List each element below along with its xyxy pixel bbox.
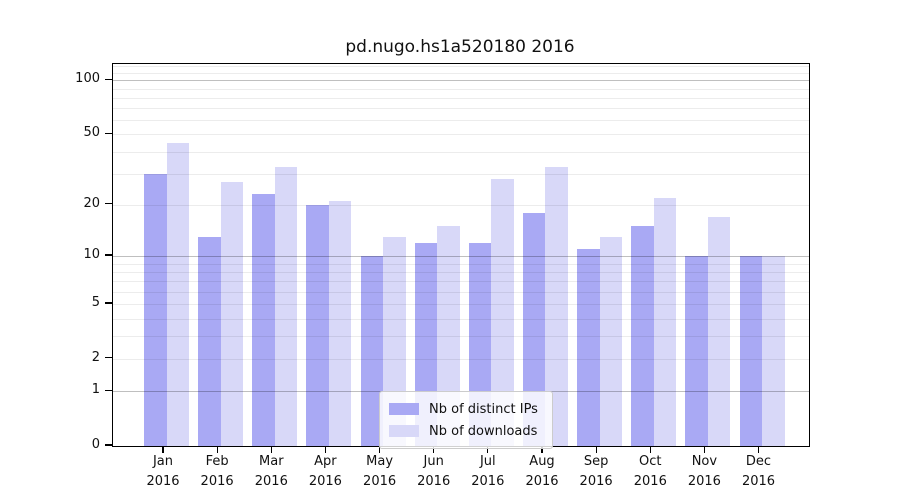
- bar-downloads-aug: [545, 166, 568, 446]
- bar-ips-mar: [252, 194, 275, 446]
- gridline-minor-110: [113, 72, 809, 74]
- gridline-minor-30: [113, 173, 809, 175]
- legend-item-distinct-ips: Nb of distinct IPs: [389, 398, 538, 420]
- y-tick-label: 50: [83, 125, 100, 141]
- legend-swatch-downloads-icon: [389, 425, 419, 437]
- bar-downloads-jan: [166, 142, 189, 446]
- bar-downloads-apr: [328, 201, 352, 446]
- bar-ips-aug: [522, 212, 546, 446]
- bar-downloads-mar: [274, 166, 298, 446]
- y-tick-label: 100: [75, 71, 100, 87]
- y-tick-mark: [105, 132, 112, 134]
- y-tick-mark: [105, 357, 112, 359]
- gridline-minor-40: [113, 151, 809, 153]
- gridline-minor-20: [113, 204, 809, 206]
- x-tick-mark: [757, 446, 760, 453]
- x-tick-mark: [162, 446, 164, 453]
- x-tick-mark: [595, 446, 597, 453]
- bar-downloads-dec: [762, 256, 785, 446]
- x-tick-label-may: May 2016: [363, 454, 397, 489]
- legend-label: Nb of distinct IPs: [429, 401, 538, 417]
- x-tick-mark: [216, 446, 218, 453]
- legend: Nb of distinct IPs Nb of downloads: [379, 391, 553, 449]
- bar-ips-nov: [685, 256, 708, 446]
- bar-downloads-nov: [707, 216, 731, 446]
- gridline-minor-70: [113, 108, 809, 110]
- x-tick-label-sep: Sep 2016: [579, 454, 613, 489]
- x-tick-mark: [703, 446, 705, 453]
- x-tick-mark: [433, 446, 435, 453]
- x-tick-mark: [649, 446, 651, 453]
- x-tick-mark: [324, 446, 326, 453]
- x-tick-label-nov: Nov 2016: [687, 454, 721, 489]
- y-tick-label: 1: [91, 382, 100, 398]
- gridline-minor-80: [113, 97, 809, 99]
- gridline-major-100: [113, 80, 809, 82]
- y-tick-mark: [105, 302, 112, 304]
- gridline-minor-60: [113, 120, 809, 122]
- plot-area: Nb of distinct IPs Nb of downloads: [112, 63, 810, 449]
- x-tick-label-jun: Jun 2016: [417, 454, 451, 489]
- y-tick-mark: [105, 389, 112, 391]
- y-tick-mark: [105, 78, 112, 80]
- x-tick-mark: [541, 446, 543, 453]
- x-tick-label-jan: Jan 2016: [146, 454, 180, 489]
- y-tick-label: 10: [83, 247, 100, 262]
- bar-ips-sep: [577, 249, 600, 446]
- bar-downloads-oct: [653, 197, 677, 446]
- chart-title: pd.nugo.hs1a520180 2016: [345, 37, 575, 57]
- x-tick-label-dec: Dec 2016: [741, 454, 776, 489]
- x-tick-mark: [487, 446, 489, 453]
- x-tick-label-oct: Oct 2016: [633, 454, 667, 489]
- bar-ips-dec: [739, 256, 763, 446]
- bar-ips-feb: [198, 236, 221, 446]
- legend-item-downloads: Nb of downloads: [389, 420, 538, 442]
- bar-ips-jan: [144, 173, 167, 446]
- x-tick-label-jul: Jul 2016: [471, 454, 505, 489]
- y-tick-label: 5: [91, 295, 100, 310]
- x-tick-mark: [270, 446, 272, 453]
- y-tick-label: 2: [91, 349, 100, 365]
- bar-downloads-feb: [220, 181, 244, 446]
- legend-label: Nb of downloads: [429, 423, 538, 439]
- y-tick-mark: [105, 444, 112, 446]
- x-tick-mark: [379, 446, 381, 453]
- gridline-minor-120: [113, 65, 809, 67]
- y-tick-label: 20: [83, 195, 100, 211]
- x-tick-label-aug: Aug 2016: [525, 454, 559, 489]
- gridline-minor-50: [113, 134, 809, 136]
- bar-ips-may: [360, 256, 384, 446]
- bar-downloads-sep: [599, 236, 623, 446]
- y-tick-mark: [105, 254, 112, 256]
- x-tick-label-feb: Feb 2016: [200, 454, 234, 489]
- y-tick-label: 0: [91, 437, 100, 452]
- x-tick-label-apr: Apr 2016: [308, 454, 342, 489]
- x-tick-label-mar: Mar 2016: [254, 454, 288, 489]
- bar-ips-oct: [631, 226, 654, 446]
- y-tick-mark: [105, 203, 112, 205]
- gridline-minor-90: [113, 88, 809, 90]
- bar-downloads-jul: [491, 179, 514, 446]
- legend-swatch-ips-icon: [389, 403, 419, 415]
- bar-ips-apr: [306, 204, 329, 446]
